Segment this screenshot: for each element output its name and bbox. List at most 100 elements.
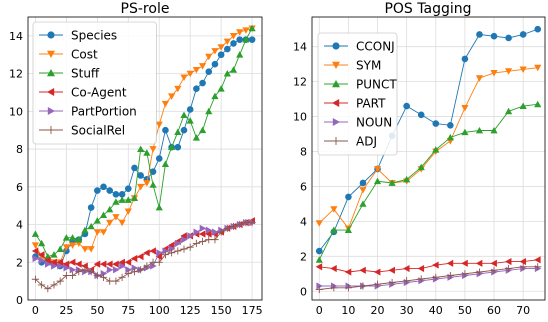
data-point-socialrel — [242, 219, 250, 227]
data-point-stuff — [106, 205, 114, 213]
x-tick-label: 30 — [400, 304, 414, 317]
data-point-socialrel — [205, 236, 213, 244]
data-point-socialrel — [56, 277, 64, 285]
data-point-co-agent — [143, 249, 150, 257]
data-point-stuff — [130, 194, 139, 201]
data-point-co-agent — [112, 260, 119, 268]
data-point-cost — [168, 93, 176, 100]
data-point-punct — [373, 177, 382, 185]
legend-marker-stuff — [47, 69, 55, 77]
data-point-species — [63, 247, 70, 255]
data-point-co-agent — [124, 258, 132, 266]
data-point-cost — [180, 74, 188, 81]
data-point-stuff — [174, 128, 182, 135]
data-point-species — [162, 126, 169, 134]
x-tick-label: 60 — [487, 304, 501, 317]
data-point-socialrel — [68, 271, 77, 280]
x-tick-label: 100 — [149, 304, 170, 317]
data-point-part — [330, 264, 337, 273]
data-point-punct — [330, 226, 338, 234]
data-point-cost — [81, 246, 89, 253]
data-point-sym — [330, 206, 338, 213]
data-point-sym — [475, 75, 484, 82]
data-point-co-agent — [149, 247, 156, 255]
data-point-cost — [192, 66, 200, 74]
series-co-agent — [31, 217, 255, 274]
y-tick-label: 4 — [16, 219, 23, 232]
data-point-socialrel — [223, 224, 231, 232]
data-point-socialrel — [248, 219, 256, 227]
legend-label-cost: Cost — [71, 48, 98, 62]
data-point-stuff — [217, 85, 225, 92]
data-point-socialrel — [155, 258, 163, 266]
data-point-co-agent — [118, 258, 125, 266]
data-point-partportion — [100, 269, 108, 278]
y-tick-label: 2 — [300, 250, 307, 263]
x-tick-label: 50 — [458, 304, 472, 317]
data-point-adj — [315, 285, 323, 294]
data-point-co-agent — [106, 260, 113, 268]
data-point-co-agent — [50, 258, 57, 266]
data-point-partportion — [44, 260, 52, 268]
data-point-socialrel — [124, 269, 132, 278]
data-point-species — [230, 40, 237, 47]
legend-marker-noun — [332, 118, 340, 126]
data-point-cost — [223, 38, 231, 46]
data-point-stuff — [242, 36, 250, 43]
data-point-cost — [31, 242, 40, 249]
data-point-cconj — [315, 247, 323, 255]
data-point-species — [211, 60, 219, 68]
data-point-partportion — [38, 256, 46, 264]
data-point-species — [118, 191, 126, 198]
plot-frame — [27, 16, 263, 301]
data-point-cost — [155, 121, 163, 129]
x-tick-label: 125 — [180, 304, 201, 317]
data-point-cost — [242, 27, 250, 34]
data-point-socialrel — [38, 281, 46, 289]
data-point-stuff — [56, 245, 64, 252]
ps-role-title: PS-role — [121, 1, 170, 17]
legend-label-species: Species — [71, 29, 117, 43]
pos-tagging-title: POS Tagging — [384, 1, 471, 17]
legend-marker-part — [332, 99, 340, 107]
data-point-species — [236, 36, 244, 43]
data-point-adj — [403, 277, 411, 285]
data-point-partportion — [119, 262, 126, 270]
data-point-punct — [461, 128, 469, 136]
data-point-cost — [106, 219, 114, 227]
data-point-stuff — [223, 70, 231, 77]
data-point-punct — [417, 163, 425, 171]
series-socialrel — [31, 219, 256, 293]
data-point-socialrel — [180, 245, 188, 253]
legend-marker-cost — [47, 50, 55, 58]
data-point-socialrel — [130, 268, 139, 276]
data-point-partportion — [181, 236, 188, 244]
data-point-species — [100, 183, 107, 191]
data-point-stuff — [143, 149, 151, 156]
data-point-stuff — [68, 234, 77, 241]
data-point-cost — [236, 29, 244, 36]
x-tick-label: 0 — [32, 304, 39, 317]
data-point-punct — [344, 226, 353, 234]
data-point-cost — [229, 32, 238, 40]
series-line-noun — [319, 268, 538, 287]
data-point-stuff — [118, 196, 126, 203]
data-point-stuff — [75, 236, 83, 243]
data-point-adj — [373, 280, 382, 288]
data-point-part — [461, 259, 468, 267]
legend-label-sym: SYM — [356, 59, 381, 73]
data-point-cost — [205, 53, 213, 61]
legend-label-adj: ADJ — [356, 135, 377, 149]
ps-role-chart: PS-role 0 25 50 75 100 125 150 175 0 2 4 6 8 10 12 14 Spe… — [9, 1, 263, 317]
legend-label-stuff: Stuff — [71, 67, 100, 81]
data-point-stuff — [112, 198, 120, 205]
y-tick-label: 6 — [300, 180, 307, 193]
data-point-part — [504, 257, 512, 266]
data-point-species — [94, 187, 101, 194]
data-point-cost — [137, 183, 145, 191]
data-point-co-agent — [81, 262, 88, 270]
legend: Species Cost Stuff Co-Agent PartPortion Socia… — [32, 21, 157, 145]
data-point-socialrel — [75, 268, 83, 276]
data-point-partportion — [162, 247, 170, 255]
data-point-adj — [461, 270, 469, 278]
